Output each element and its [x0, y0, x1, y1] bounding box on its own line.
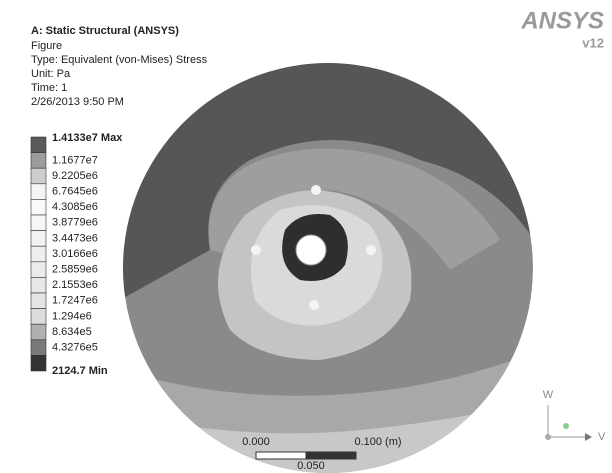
legend-swatch	[31, 355, 46, 371]
legend-swatch	[31, 246, 46, 262]
legend-label: 1.7247e6	[52, 295, 98, 307]
legend-swatch	[31, 277, 46, 293]
legend-swatch	[31, 168, 46, 184]
header-line: Time: 1	[31, 82, 67, 94]
legend-swatch	[31, 215, 46, 231]
scale-bar	[256, 452, 356, 459]
logo-version: v12	[582, 35, 604, 50]
legend-label: 1.1677e7	[52, 154, 98, 166]
legend-swatch	[31, 293, 46, 309]
legend-label: 4.3085e6	[52, 201, 98, 213]
scale-right: 0.100 (m)	[354, 436, 401, 448]
header-line: Unit: Pa	[31, 68, 71, 80]
triad-v: V	[598, 431, 606, 443]
legend-swatch	[31, 184, 46, 200]
header-line: 2/26/2013 9:50 PM	[31, 96, 124, 108]
legend-label: 3.8779e6	[52, 217, 98, 229]
legend-swatch	[31, 231, 46, 247]
legend-label: 2.1553e6	[52, 279, 98, 291]
legend-swatch	[31, 137, 46, 153]
legend-label: 6.7645e6	[52, 186, 98, 198]
header-line: Figure	[31, 40, 62, 52]
scale-middle: 0.050	[297, 460, 325, 472]
logo-brand: ANSYS	[520, 7, 604, 34]
legend-swatch	[31, 309, 46, 325]
legend-swatch	[31, 262, 46, 278]
triad-w: W	[543, 389, 554, 401]
legend-swatch	[31, 324, 46, 340]
legend-label: 2124.7 Min	[52, 365, 108, 377]
legend-label: 1.4133e7 Max	[52, 132, 123, 144]
scale-left: 0.000	[242, 436, 270, 448]
legend-label: 3.4473e6	[52, 232, 98, 244]
legend-label: 9.2205e6	[52, 170, 98, 182]
legend-label: 1.294e6	[52, 310, 92, 322]
ansys-viewport: A: Static Structural (ANSYS) Figure Type:…	[0, 0, 612, 473]
legend-label: 3.0166e6	[52, 248, 98, 260]
legend-label: 4.3276e5	[52, 342, 98, 354]
header-line: Type: Equivalent (von-Mises) Stress	[31, 54, 208, 66]
legend-label: 8.634e5	[52, 326, 92, 338]
legend-swatch	[31, 153, 46, 169]
legend-label: 2.5859e6	[52, 264, 98, 276]
legend-swatch	[31, 199, 46, 215]
header-title: A: Static Structural (ANSYS)	[31, 25, 179, 37]
legend-swatch	[31, 340, 46, 356]
